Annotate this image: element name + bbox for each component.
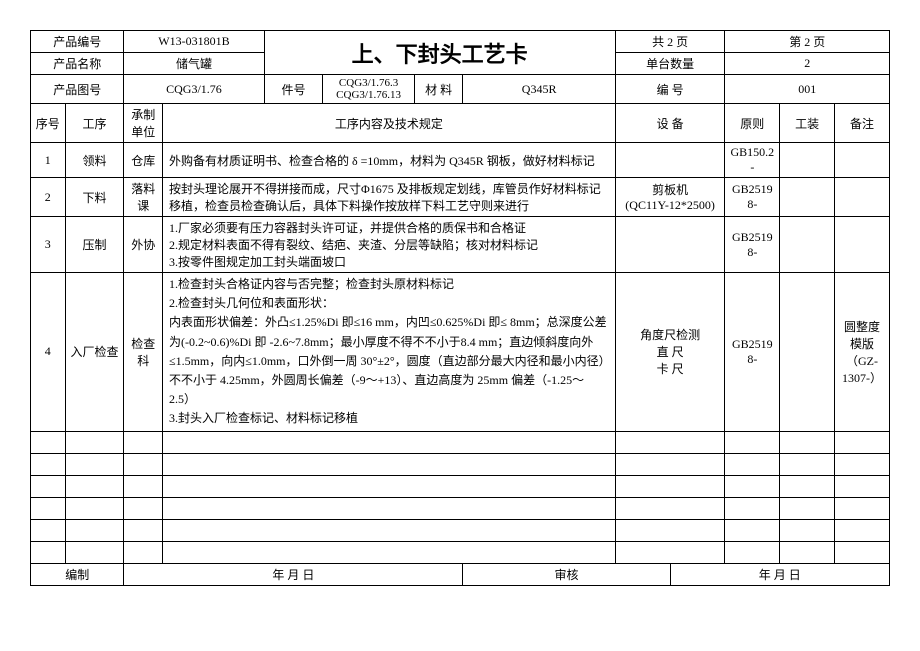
part-no-label: 件号 <box>264 75 323 104</box>
product-drawing-label: 产品图号 <box>31 75 124 104</box>
page-number: 第 2 页 <box>725 31 890 53</box>
blank-row <box>31 541 890 563</box>
compile-label: 编制 <box>31 563 124 585</box>
total-pages: 共 2 页 <box>615 31 725 53</box>
compile-date: 年 月 日 <box>124 563 463 585</box>
table-row: 4 入厂检查 检查科 1.检查封头合格证内容与否完整；检查封头原材料标记 2.检… <box>31 273 890 432</box>
product-name: 储气罐 <box>124 53 264 75</box>
blank-row <box>31 519 890 541</box>
product-name-label: 产品名称 <box>31 53 124 75</box>
product-code: W13-031801B <box>124 31 264 53</box>
part-no: CQG3/1.76.3 CQG3/1.76.13 <box>323 75 414 104</box>
col-equipment: 设 备 <box>615 104 725 143</box>
process-card-table: 产品编号 W13-031801B 上、下封头工艺卡 共 2 页 第 2 页 产品… <box>30 30 890 586</box>
footer-row: 编制 年 月 日 审核 年 月 日 <box>31 563 890 585</box>
col-principle: 原则 <box>725 104 780 143</box>
table-row: 2 下料 落料课 按封头理论展开不得拼接而成，尺寸Φ1675 及排板规定划线，库… <box>31 178 890 217</box>
blank-row <box>31 497 890 519</box>
product-drawing: CQG3/1.76 <box>124 75 264 104</box>
material: Q345R <box>463 75 615 104</box>
product-code-label: 产品编号 <box>31 31 124 53</box>
col-process: 工序 <box>65 104 124 143</box>
blank-row <box>31 431 890 453</box>
table-row: 1 领料 仓库 外购备有材质证明书、检查合格的 δ =10mm，材料为 Q345… <box>31 143 890 178</box>
serial: 001 <box>725 75 890 104</box>
col-tooling: 工装 <box>780 104 835 143</box>
unit-qty: 2 <box>725 53 890 75</box>
review-date: 年 月 日 <box>670 563 889 585</box>
blank-row <box>31 475 890 497</box>
material-label: 材 料 <box>414 75 463 104</box>
card-title: 上、下封头工艺卡 <box>264 31 615 75</box>
col-content: 工序内容及技术规定 <box>162 104 615 143</box>
col-dept: 承制 单位 <box>124 104 163 143</box>
blank-row <box>31 453 890 475</box>
table-row: 3 压制 外协 1.厂家必须要有压力容器封头许可证，并提供合格的质保书和合格证 … <box>31 217 890 273</box>
review-label: 审核 <box>463 563 670 585</box>
unit-qty-label: 单台数量 <box>615 53 725 75</box>
serial-label: 编 号 <box>615 75 725 104</box>
col-remark: 备注 <box>835 104 890 143</box>
col-seq: 序号 <box>31 104 66 143</box>
